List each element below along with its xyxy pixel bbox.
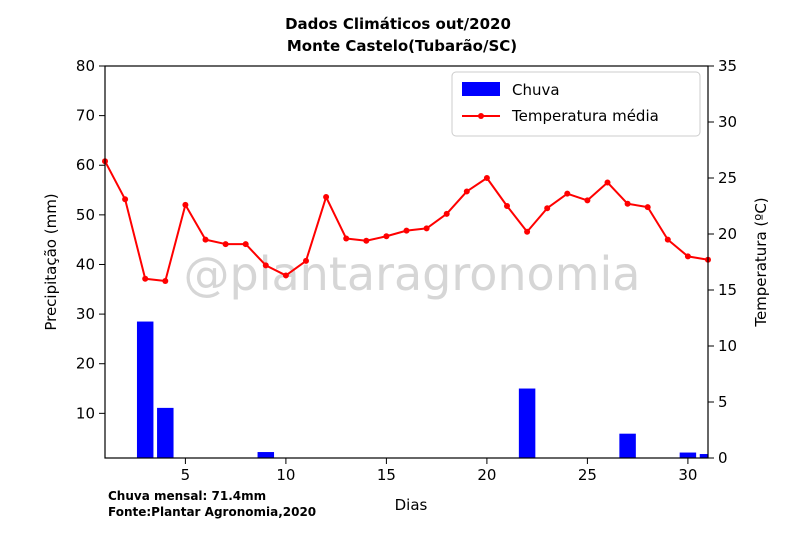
legend-rain-swatch (462, 82, 500, 96)
temperature-point (383, 233, 390, 240)
temperature-point (624, 200, 631, 207)
chart-title: Dados Climáticos out/2020 (285, 15, 511, 33)
temperature-point (182, 201, 189, 208)
monthly-rain-note: Chuva mensal: 71.4mm (108, 489, 266, 503)
plot-frame (104, 65, 709, 459)
source-note: Fonte:Plantar Agronomia,2020 (108, 505, 316, 519)
y2-tick-label: 10 (718, 337, 737, 355)
x-tick-label: 25 (578, 466, 597, 484)
x-tick-label: 30 (678, 466, 697, 484)
temperature-point (544, 205, 551, 212)
rain-bar (619, 433, 636, 458)
x-axis-label: Dias (395, 496, 428, 514)
temperature-point (443, 210, 450, 217)
temperature-point (323, 194, 330, 201)
x-tick-label: 15 (377, 466, 396, 484)
temperature-point (644, 204, 651, 211)
y-tick-label: 40 (76, 255, 95, 273)
left-axis-ticks: 10 20 30 40 50 60 70 80 (76, 57, 105, 422)
y2-tick-label: 35 (718, 57, 737, 75)
legend-rain-label: Chuva (512, 81, 560, 99)
x-tick-label: 5 (181, 466, 191, 484)
temperature-points (102, 158, 711, 285)
right-axis-ticks: 0 5 10 15 20 25 30 35 (708, 57, 737, 467)
temperature-point (162, 278, 169, 285)
temperature-point (222, 241, 229, 248)
x-tick-label: 10 (276, 466, 295, 484)
rain-bar (136, 321, 154, 458)
temperature-point (463, 188, 470, 195)
y2-axis-label: Temperatura (ºC) (752, 197, 770, 327)
temperature-point (483, 175, 490, 181)
temperature-point (262, 262, 269, 269)
rain-bars (136, 321, 708, 458)
rain-bar (699, 454, 708, 458)
y-tick-label: 70 (76, 107, 95, 125)
temperature-point (664, 236, 671, 243)
legend-temperature-label: Temperatura média (511, 107, 659, 125)
y2-tick-label: 25 (718, 169, 737, 187)
temperature-point (584, 197, 591, 204)
temperature-point (343, 235, 350, 242)
legend: Chuva Temperatura média (451, 71, 701, 137)
y-axis-label: Precipitação (mm) (42, 193, 60, 330)
rain-bar (157, 407, 174, 458)
chart-subtitle: Monte Castelo(Tubarão/SC) (287, 37, 517, 55)
temperature-point (142, 275, 149, 282)
legend-box (451, 71, 701, 137)
y2-tick-label: 30 (718, 113, 737, 131)
y-tick-label: 60 (76, 156, 95, 174)
temperature-point (564, 190, 571, 197)
temperature-point (504, 203, 510, 209)
y2-tick-label: 0 (718, 449, 728, 467)
temperature-point (604, 179, 611, 186)
y-tick-label: 30 (76, 305, 95, 323)
y2-tick-label: 15 (718, 281, 737, 299)
temperature-point (122, 196, 129, 203)
rain-bar (518, 388, 536, 458)
y2-tick-label: 20 (718, 225, 737, 243)
rain-bar (679, 452, 697, 458)
temperature-point (363, 237, 370, 244)
temperature-point (403, 227, 410, 234)
y2-tick-label: 5 (718, 393, 728, 411)
temperature-point (202, 236, 209, 243)
temperature-point (684, 253, 691, 260)
y-tick-label: 10 (76, 404, 95, 422)
temperature-point (423, 225, 430, 232)
watermark-text: @plantaragronomia (184, 247, 641, 301)
temperature-point (303, 257, 309, 264)
x-tick-label: 20 (477, 466, 496, 484)
rain-bar (257, 452, 275, 458)
y-tick-label: 80 (76, 57, 95, 75)
y-tick-label: 20 (76, 355, 95, 373)
legend-temperature-marker (478, 113, 484, 119)
temperature-point (242, 241, 249, 248)
temperature-point (524, 228, 531, 235)
temperature-point (282, 272, 289, 279)
y-tick-label: 50 (76, 206, 95, 224)
x-axis-ticks: 5 10 15 20 25 30 (181, 458, 697, 484)
